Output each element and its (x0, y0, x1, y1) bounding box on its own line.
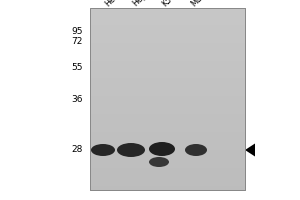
Text: HepG2: HepG2 (131, 0, 157, 8)
Polygon shape (245, 144, 255, 156)
Ellipse shape (91, 144, 115, 156)
Text: MDA-MB453: MDA-MB453 (189, 0, 230, 8)
Text: 72: 72 (72, 38, 83, 46)
Text: Hela: Hela (103, 0, 122, 8)
Bar (90, 8, 245, 190)
Text: 36: 36 (71, 96, 83, 104)
Ellipse shape (185, 144, 207, 156)
Bar (90, 8, 245, 190)
Text: K562: K562 (160, 0, 181, 8)
Text: 55: 55 (71, 64, 83, 72)
Ellipse shape (149, 142, 175, 156)
Text: 95: 95 (71, 27, 83, 36)
Text: 28: 28 (72, 146, 83, 154)
Ellipse shape (149, 157, 169, 167)
Ellipse shape (117, 143, 145, 157)
